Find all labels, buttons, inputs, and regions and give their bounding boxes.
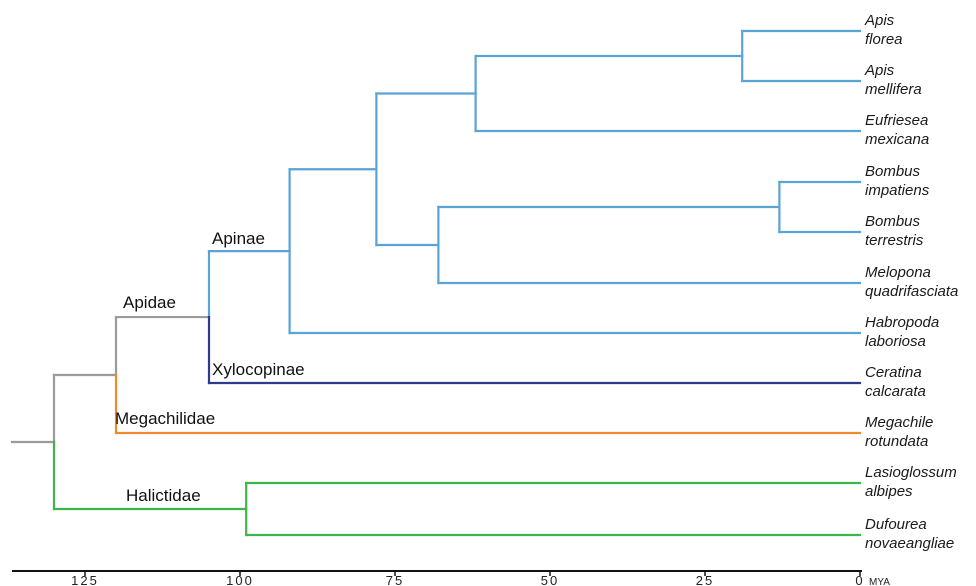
tip-label: Megachile rotundata [865, 414, 933, 450]
tip-genus: Megachile [865, 414, 933, 431]
tip-genus: Melopona [865, 264, 931, 281]
tip-label: Habropoda laboriosa [865, 314, 939, 350]
tip-species: florea [865, 31, 903, 48]
clade-labels: Apinae Apidae Xylocopinae Megachilidae H… [115, 229, 305, 505]
clade-label-apidae: Apidae [123, 293, 176, 312]
tip-label: Bombus terrestris [865, 213, 924, 249]
tip-species: calcarata [865, 383, 926, 400]
axis-tick-label: 50 [541, 573, 559, 586]
tip-species: mexicana [865, 131, 929, 148]
axis-tick-label: 125 [71, 573, 99, 586]
clade-label-xylocopinae: Xylocopinae [212, 360, 305, 379]
tip-genus: Dufourea [865, 516, 927, 533]
tip-label: Apis mellifera [864, 62, 922, 98]
tip-species: laboriosa [865, 333, 926, 350]
tip-species: terrestris [865, 232, 924, 249]
axis-unit-label: MYA [869, 577, 890, 586]
tip-genus: Bombus [865, 163, 921, 180]
tip-genus: Habropoda [865, 314, 939, 331]
tip-species: impatiens [865, 182, 930, 199]
tip-label: Lasioglossum albipes [865, 464, 957, 500]
tip-species: mellifera [865, 81, 922, 98]
tip-label: Bombus impatiens [865, 163, 930, 199]
axis-ticks: 125 100 75 50 25 0 [71, 571, 864, 586]
tip-species: quadrifasciata [865, 283, 958, 300]
tip-labels: Apis florea Apis mellifera Eufriesea mexicana… [864, 12, 958, 552]
tip-genus: Bombus [865, 213, 921, 230]
time-axis: 125 100 75 50 25 0 MYA [12, 570, 890, 586]
tip-label: Ceratina calcarata [865, 364, 926, 400]
tip-genus: Apis [864, 62, 895, 79]
tip-species: rotundata [865, 433, 928, 450]
axis-tick-label: 25 [696, 573, 714, 586]
axis-tick-label: 0 [855, 573, 864, 586]
tip-genus: Lasioglossum [865, 464, 957, 481]
tip-species: albipes [865, 483, 913, 500]
tip-genus: Ceratina [865, 364, 922, 381]
tip-genus: Apis [864, 12, 895, 29]
tip-label: Dufourea novaeangliae [865, 516, 954, 552]
clade-label-halictidae: Halictidae [126, 486, 201, 505]
tip-label: Melopona quadrifasciata [865, 264, 958, 300]
tip-label: Apis florea [864, 12, 903, 48]
clade-label-apinae: Apinae [212, 229, 265, 248]
clade-label-megachilidae: Megachilidae [115, 409, 215, 428]
tip-genus: Eufriesea [865, 112, 928, 129]
tree-branches [10, 29, 862, 537]
axis-tick-label: 100 [226, 573, 254, 586]
tip-label: Eufriesea mexicana [865, 112, 929, 148]
axis-tick-label: 75 [386, 573, 404, 586]
tip-species: novaeangliae [865, 535, 954, 552]
